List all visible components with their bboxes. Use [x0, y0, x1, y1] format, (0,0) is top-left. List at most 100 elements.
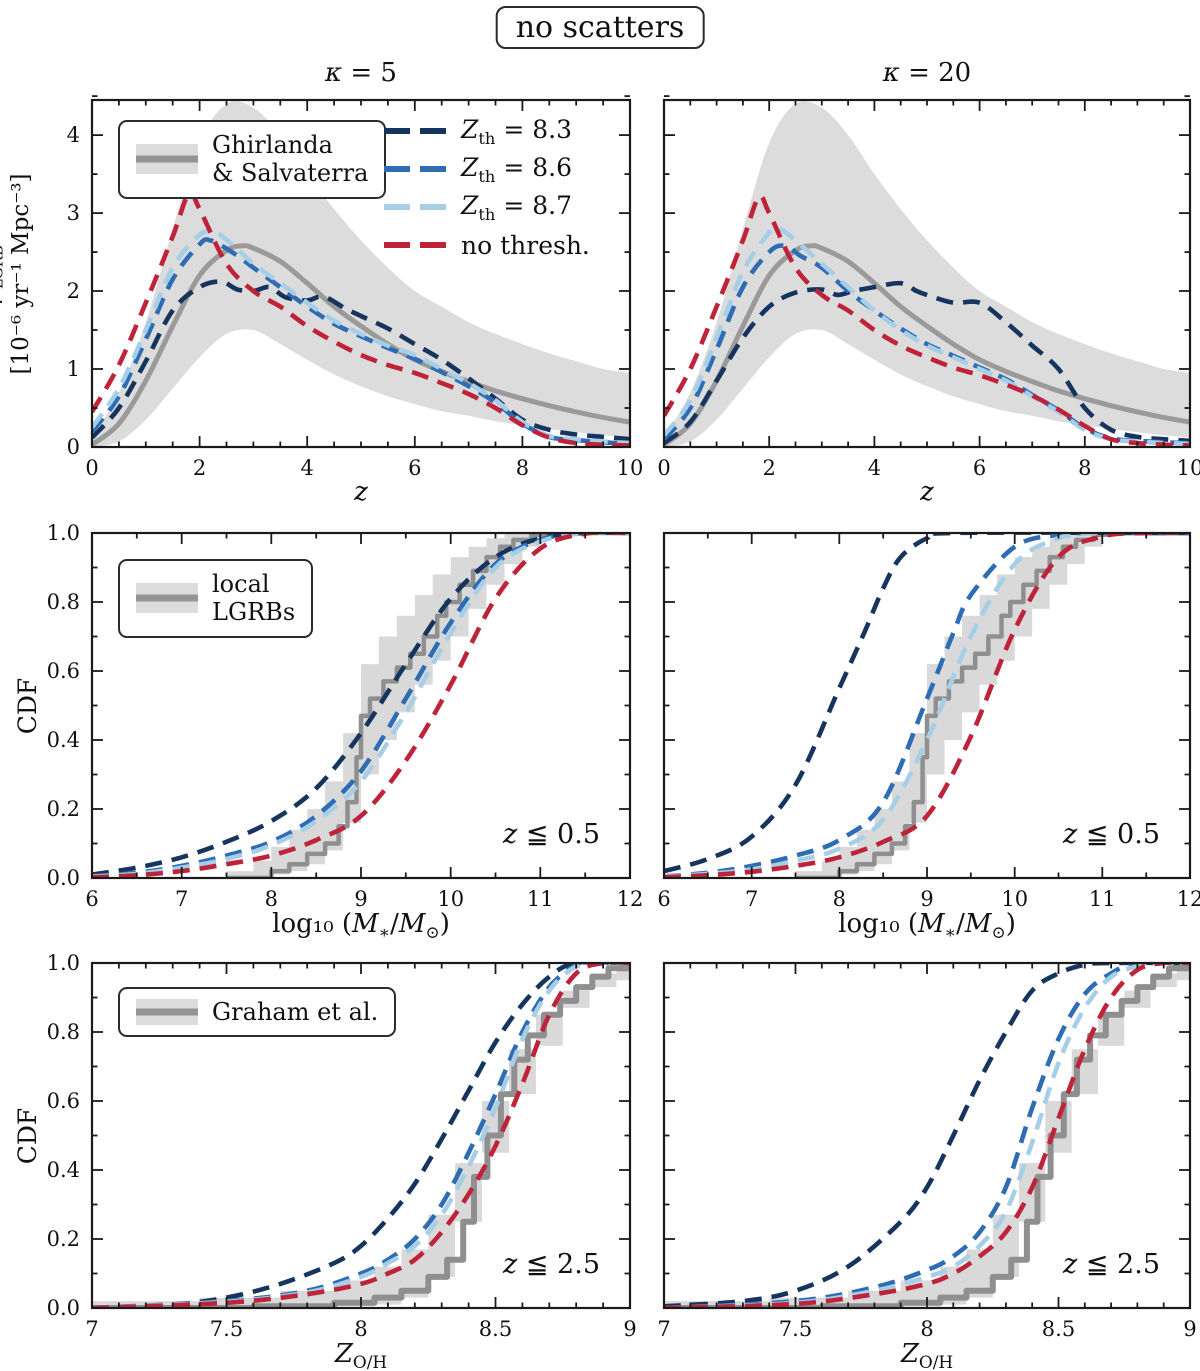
plot-series [664, 533, 1190, 878]
axes-ticks [663, 962, 1191, 1309]
svg-text:0.4: 0.4 [47, 1158, 80, 1182]
svg-text:10: 10 [437, 887, 464, 911]
no-threshold [92, 963, 630, 1308]
zth-8.7 [664, 225, 1190, 447]
svg-text:7: 7 [657, 1317, 670, 1341]
legend-graham: Graham et al. [118, 987, 397, 1038]
axes-ticks [91, 532, 631, 879]
legend-item-label: Zth = 8.3 [461, 114, 572, 148]
svg-text:0.6: 0.6 [47, 1089, 80, 1113]
svg-text:1.0: 1.0 [47, 951, 80, 975]
svg-text:6: 6 [85, 887, 98, 911]
panel-metallicity-cdf-kappa20: 7 7.5 8 8.5 9 ZO/H z ≦ 2.5 [657, 961, 1197, 1371]
svg-text:8: 8 [516, 456, 529, 480]
ghirlanda-salvaterra [664, 243, 1190, 447]
svg-text:6: 6 [408, 456, 421, 480]
no-threshold [664, 533, 1190, 878]
svg-text:0.0: 0.0 [47, 1296, 80, 1320]
local-lgrbs-band [795, 533, 1190, 878]
zth-8.6 [664, 963, 1190, 1308]
svg-text:1.0: 1.0 [47, 521, 80, 545]
local-band-swatch [136, 583, 198, 614]
plot-series [92, 963, 630, 1308]
column-title-kappa-20: κ = 20 [882, 58, 972, 88]
panel-mass-cdf-kappa20: 6 7 8 9 10 11 12 log₁₀ (M∗/M⊙) z ≦ 0.5 [657, 531, 1200, 942]
zth-8.7 [92, 228, 630, 446]
svg-text:12: 12 [1177, 887, 1200, 911]
svg-text:3: 3 [67, 201, 80, 225]
mass-cdf-kappa20-plot: 6 7 8 9 10 11 12 [657, 531, 1200, 911]
graham-line-swatch [136, 1008, 198, 1016]
svg-text:7: 7 [85, 1317, 98, 1341]
legend-item-label: no thresh. [461, 230, 590, 260]
axes-ticks [663, 95, 1191, 448]
svg-text:9: 9 [1183, 1317, 1196, 1341]
tick-labels: 0 2 4 6 8 10 0 1 2 3 4 [67, 123, 644, 480]
svg-text:0.2: 0.2 [47, 797, 80, 821]
tick-labels: 6 7 8 9 10 11 12 0.0 0.2 0.4 0.6 0.8 1.0 [47, 521, 644, 911]
x-axis-label-z: z [920, 477, 934, 507]
svg-text:2: 2 [763, 456, 776, 480]
svg-text:12: 12 [617, 887, 644, 911]
no-threshold [664, 194, 1190, 447]
x-axis-label-z: z [354, 477, 368, 507]
zth-8.7 [664, 963, 1190, 1308]
svg-text:4: 4 [301, 456, 314, 480]
svg-text:4: 4 [868, 456, 881, 480]
annotation-redshift-cut: z ≦ 2.5 [503, 1249, 600, 1280]
svg-text:8: 8 [1078, 456, 1091, 480]
legend-graham-text: Graham et al. [212, 998, 379, 1026]
legend-item-= 8.7: Zth = 8.7 [384, 188, 590, 226]
no-threshold [92, 190, 630, 447]
x-axis-label-logmass: log₁₀ (M∗/M⊙) [838, 909, 1016, 943]
ghirlanda-band-swatch [136, 144, 198, 175]
panel-rate-kappa5: 0 2 4 6 8 10 0 1 2 3 4 ρLGRB [10⁻⁶ yr⁻¹ Mpc⁻³] z G… [0, 95, 643, 507]
zth-8.3 [92, 533, 630, 877]
svg-text:4: 4 [67, 123, 80, 147]
tick-labels: 7 7.5 8 8.5 9 [657, 1317, 1196, 1341]
legend-ghirlanda-salvaterra: Ghirlanda & Salvaterra [118, 120, 387, 199]
svg-text:6: 6 [973, 456, 986, 480]
plot-series [664, 101, 1190, 447]
svg-text:8.5: 8.5 [479, 1317, 512, 1341]
legend-dash-swatch [384, 128, 446, 134]
x-axis-label-metallicity: ZO/H [900, 1339, 954, 1371]
svg-text:0.8: 0.8 [47, 590, 80, 614]
svg-text:0: 0 [657, 456, 670, 480]
ghirlanda-salvaterra-band [664, 101, 1190, 447]
svg-text:8: 8 [265, 887, 278, 911]
svg-text:7: 7 [745, 887, 758, 911]
zth-8.3 [664, 963, 1190, 1308]
kappa-symbol: κ [882, 58, 900, 88]
legend-local-text: local LGRBs [212, 570, 296, 627]
svg-text:8: 8 [920, 1317, 933, 1341]
x-axis-label-logmass: log₁₀ (M∗/M⊙) [272, 909, 450, 943]
kappa-symbol: κ [325, 58, 343, 88]
panel-metallicity-cdf-kappa5: 7 7.5 8 8.5 9 0.0 0.2 0.4 0.6 0.8 1.0 CDF ZO/H Gra… [13, 951, 637, 1371]
local-line-swatch [136, 594, 198, 602]
figure-title: no scatters [495, 6, 705, 49]
metallicity-cdf-kappa5-plot: 7 7.5 8 8.5 9 0.0 0.2 0.4 0.6 0.8 1.0 [47, 951, 637, 1341]
legend-ghirlanda-text: Ghirlanda & Salvaterra [212, 131, 369, 188]
ghirlanda-line-swatch [136, 155, 198, 163]
metallicity-cdf-kappa20-plot: 7 7.5 8 8.5 9 [657, 961, 1197, 1341]
panel-mass-cdf-kappa5: 6 7 8 9 10 11 12 0.0 0.2 0.4 0.6 0.8 1.0 CDF log₁₀ (… [13, 521, 644, 942]
axes-ticks [91, 962, 631, 1309]
tick-labels: 7 7.5 8 8.5 9 0.0 0.2 0.4 0.6 0.8 1.0 [47, 951, 637, 1341]
svg-text:8: 8 [354, 1317, 367, 1341]
legend-local-lgrbs: local LGRBs [118, 559, 314, 638]
x-axis-label-metallicity: ZO/H [334, 1339, 388, 1371]
tick-labels: 6 7 8 9 10 11 12 [657, 887, 1200, 911]
legend-thresholds: Zth = 8.3 Zth = 8.6 Zth = 8.7 no thresh. [384, 112, 590, 264]
zth-8.3 [92, 963, 630, 1308]
svg-text:7.5: 7.5 [210, 1317, 243, 1341]
svg-text:8.5: 8.5 [1042, 1317, 1075, 1341]
svg-text:10: 10 [1177, 456, 1200, 480]
legend-dash-swatch [384, 166, 446, 172]
svg-text:0: 0 [67, 435, 80, 459]
mass-cdf-kappa5-plot: 6 7 8 9 10 11 12 0.0 0.2 0.4 0.6 0.8 1.0 [47, 521, 644, 911]
y-axis-label-cdf: CDF [13, 1107, 42, 1164]
panel-rate-kappa20: 0 2 4 6 8 10 z [657, 95, 1200, 507]
svg-text:8: 8 [833, 887, 846, 911]
